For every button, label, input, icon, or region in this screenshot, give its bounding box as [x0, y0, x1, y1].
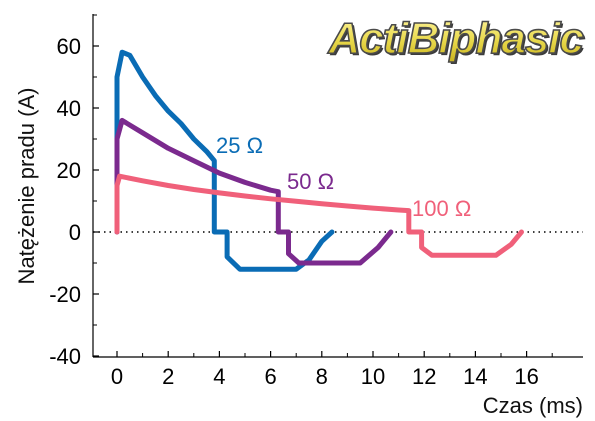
y-tick-label: 60	[57, 34, 81, 59]
series-label-50-ohm: 50 Ω	[287, 169, 334, 194]
series-label-25-ohm: 25 Ω	[216, 133, 263, 158]
logo-shadow: ActiBiphasic	[329, 16, 585, 65]
series-line-1	[114, 117, 394, 266]
series-label-100-ohm: 100 Ω	[412, 196, 471, 221]
x-tick-label: 8	[316, 364, 328, 389]
y-ticks: -40 -20 0 20 40 60	[49, 14, 99, 369]
series-line-2	[114, 173, 524, 258]
x-axis-title: Czas (ms)	[483, 393, 583, 418]
actibiphasic-logo: ActiBiphasic ActiBiphasic	[327, 13, 587, 65]
x-ticks: 0 2 4 6 8 10 12 14 16	[111, 351, 553, 389]
x-tick-label: 0	[111, 364, 123, 389]
x-tick-label: 14	[463, 364, 487, 389]
x-tick-label: 6	[264, 364, 276, 389]
x-tick-label: 12	[412, 364, 436, 389]
y-tick-label: -40	[49, 344, 81, 369]
x-tick-label: 16	[514, 364, 538, 389]
series-line-0	[114, 49, 335, 272]
y-tick-label: 20	[57, 158, 81, 183]
y-tick-label: 0	[69, 220, 81, 245]
x-tick-label: 4	[213, 364, 225, 389]
series-layer	[114, 49, 524, 272]
x-tick-label: 10	[361, 364, 385, 389]
y-tick-label: 40	[57, 96, 81, 121]
logo-text: ActiBiphasic	[327, 14, 583, 63]
y-axis-title: Natężenie pradu (A)	[14, 88, 39, 285]
x-tick-label: 2	[162, 364, 174, 389]
y-tick-label: -20	[49, 282, 81, 307]
